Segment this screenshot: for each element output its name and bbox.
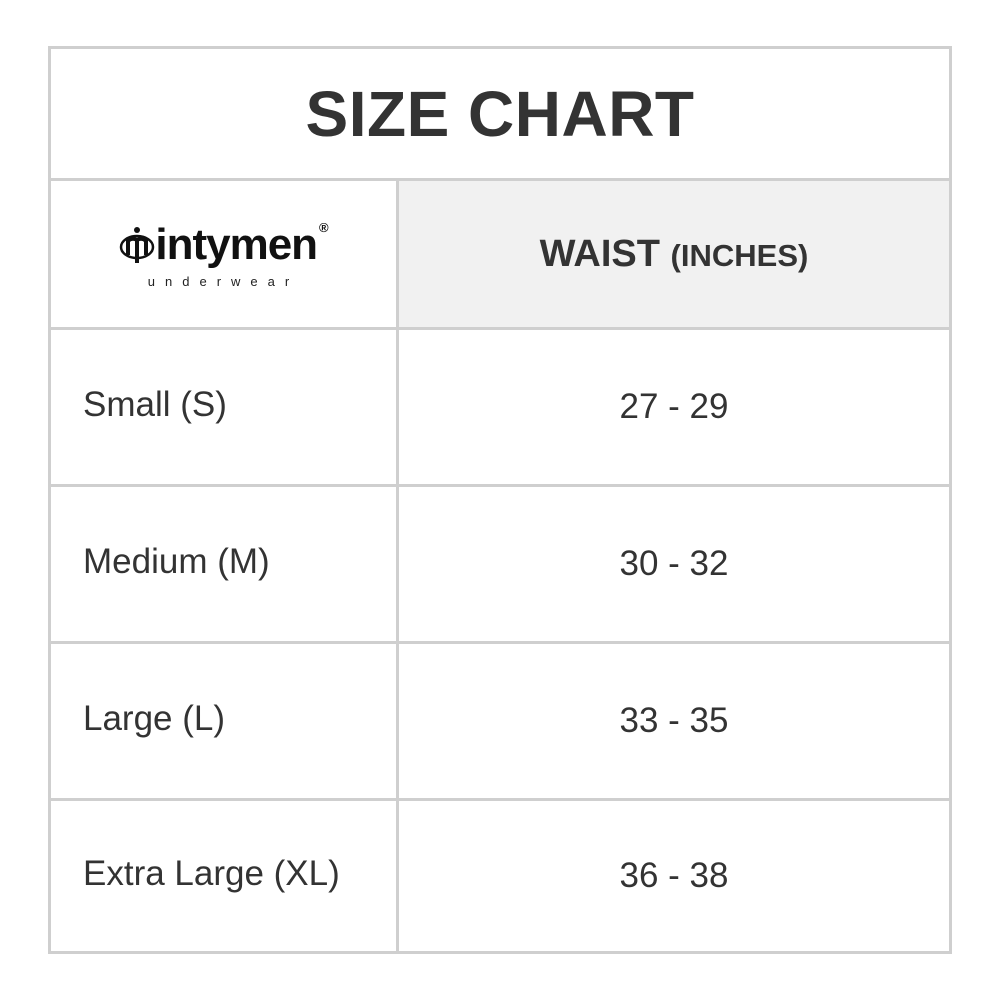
waist-value: 27 - 29 xyxy=(619,387,729,426)
waist-value: 30 - 32 xyxy=(619,544,729,583)
size-chart-table: SIZE CHART mintymen intymen ® underwear xyxy=(48,46,952,954)
header-row: mintymen intymen ® underwear WAIST (INCH… xyxy=(51,181,949,330)
logo-emblem-icon xyxy=(120,226,155,263)
logo-tagline: underwear xyxy=(147,273,300,289)
brand-logo: mintymen intymen ® underwear xyxy=(51,220,396,289)
size-label: Extra Large (XL) xyxy=(83,854,340,893)
waist-value: 36 - 38 xyxy=(619,856,729,895)
size-label: Large (L) xyxy=(83,699,226,738)
waist-value: 33 - 35 xyxy=(619,701,729,740)
table-row: Small (S) 27 - 29 xyxy=(51,330,949,487)
waist-header-cell: WAIST (INCHES) xyxy=(399,181,949,327)
table-row: Medium (M) 30 - 32 xyxy=(51,487,949,644)
table-row: Extra Large (XL) 36 - 38 xyxy=(51,801,949,951)
size-label: Medium (M) xyxy=(83,542,270,581)
title-row: SIZE CHART xyxy=(51,49,949,181)
page-title: SIZE CHART xyxy=(305,77,695,150)
waist-header: WAIST (INCHES) xyxy=(539,232,809,275)
logo-cell: mintymen intymen ® underwear xyxy=(51,181,399,327)
table-row: Large (L) 33 - 35 xyxy=(51,644,949,801)
size-label: Small (S) xyxy=(83,385,227,424)
